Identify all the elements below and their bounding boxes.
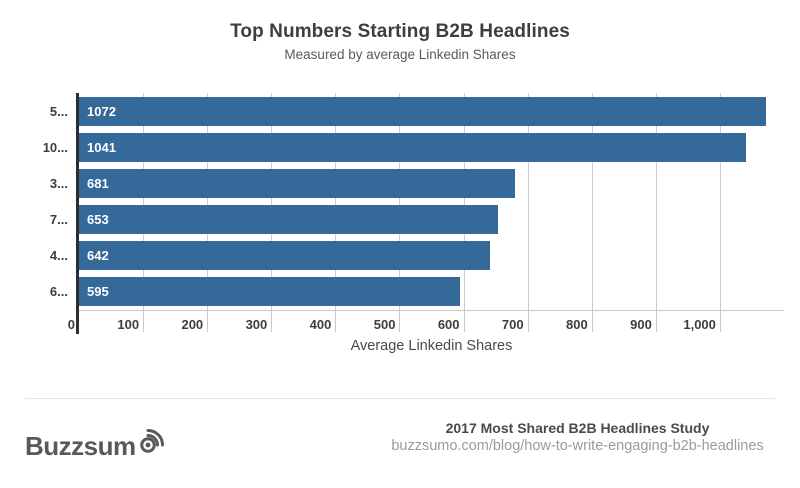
chart-subtitle: Measured by average Linkedin Shares: [284, 47, 516, 62]
gridline: [591, 93, 593, 310]
gridline: [719, 93, 721, 310]
chart-title: Top Numbers Starting B2B Headlines: [230, 21, 570, 42]
bar-value-label: 1041: [87, 139, 116, 155]
category-label: 5...: [49, 103, 68, 119]
x-tickmark: [399, 310, 401, 332]
bar-6...: 595: [79, 277, 461, 307]
category-label: 10...: [42, 139, 68, 155]
x-tick-label: 200: [181, 317, 204, 332]
y-axis-line: [76, 93, 79, 334]
category-label: 7...: [49, 212, 68, 227]
gridline: [271, 93, 273, 310]
x-tick-label: 500: [373, 317, 396, 332]
x-tick-label: 700: [501, 317, 524, 332]
category-label: 6...: [49, 284, 68, 300]
gridline: [207, 93, 209, 310]
x-tickmark: [655, 310, 657, 332]
study-url: buzzsumo.com/blog/how-to-write-engaging-…: [391, 438, 764, 454]
broadcast-o-icon: [137, 426, 166, 460]
x-tickmark: [591, 310, 593, 332]
x-tick-label: 600: [437, 317, 460, 332]
study-title: 2017 Most Shared B2B Headlines Study: [445, 420, 710, 436]
x-tickmark: [527, 310, 529, 332]
plot-area: 1072 1041 681 653 642 595: [79, 93, 784, 310]
gridline: [399, 93, 401, 310]
x-tick-label: 0: [67, 317, 75, 332]
x-tick-label: 800: [566, 317, 588, 332]
buzzsumo-logo: Buzzsum: [25, 426, 166, 460]
x-tick-label: 100: [117, 317, 140, 332]
x-tickmark: [719, 310, 721, 332]
gridline: [143, 93, 145, 310]
bar-value-label: 642: [87, 248, 109, 264]
x-tick-label: 900: [630, 317, 652, 332]
footer-divider: [25, 398, 775, 399]
x-tickmark: [271, 310, 273, 332]
x-tickmark: [207, 310, 209, 332]
x-tickmark: [463, 310, 465, 332]
category-label: 4...: [49, 248, 68, 264]
x-tickmark: [335, 310, 337, 332]
gridline: [463, 93, 465, 310]
x-tick-label: 400: [309, 317, 332, 332]
category-label: 3...: [49, 175, 68, 191]
gridline: [335, 93, 337, 310]
x-tick-label: 300: [245, 317, 268, 332]
gridline: [655, 93, 657, 310]
footer-attribution: 2017 Most Shared B2B Headlines Study buz…: [355, 419, 800, 455]
gridline: [527, 93, 529, 310]
bar-value-label: 1072: [87, 103, 116, 119]
x-tick-label: 1,000: [683, 317, 716, 332]
bar-4...: 642: [79, 241, 491, 271]
bar-5...: 1072: [79, 96, 767, 126]
bar-value-label: 595: [87, 284, 109, 300]
bar-value-label: 653: [87, 212, 109, 227]
x-tickmark: [143, 310, 145, 332]
bar-value-label: 681: [87, 175, 109, 191]
bar-3...: 681: [79, 168, 516, 198]
x-axis-line: [79, 310, 784, 311]
x-axis-title: Average Linkedin Shares: [350, 338, 513, 354]
logo-text: Buzzsum: [25, 431, 136, 461]
bar-10...: 1041: [79, 132, 747, 162]
bar-7...: 653: [79, 205, 498, 234]
